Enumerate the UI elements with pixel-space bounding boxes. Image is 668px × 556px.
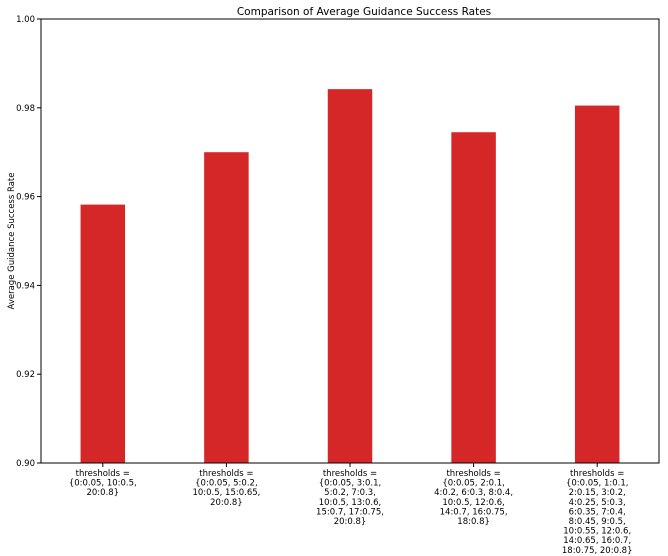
y-tick-label-2: 0.92	[16, 370, 35, 380]
bars-group	[80, 89, 620, 464]
bar-4	[451, 132, 496, 463]
x-tick-label-4: thresholds = {0:0.05, 2:0.1, 4:0.2, 6:0.3,…	[434, 469, 513, 527]
y-axis-label: Average Guidance Success Rate	[7, 173, 17, 310]
bar-5	[574, 105, 620, 463]
bar-3	[327, 89, 373, 463]
y-tick-label-3: 0.94	[16, 281, 35, 291]
y-tick-label-6: 1.00	[16, 15, 35, 25]
chart-title: Comparison of Average Guidance Success R…	[237, 6, 491, 18]
x-tick-label-3: thresholds = {0:0.05, 3:0.1, 5:0.2, 7:0.3,…	[316, 469, 384, 527]
bar-1	[80, 204, 126, 464]
y-axis: 0.90 0.92 0.94 0.96 0.98 1.00	[16, 15, 41, 469]
plot-frame	[40, 18, 660, 464]
y-tick-label-4: 0.96	[16, 193, 35, 203]
bar-2	[204, 152, 249, 463]
x-tick-label-1: thresholds = {0:0.05, 10:0.5, 20:0.8}	[69, 469, 137, 498]
x-tick-label-5: thresholds = {0:0.05, 1:0.1, 2:0.15, 3:0.2…	[562, 469, 633, 556]
x-tick-label-2: thresholds = {0:0.05, 5:0.2, 10:0.5, 15:0.…	[192, 469, 260, 508]
y-tick-label-5: 0.98	[16, 104, 35, 114]
x-axis: thresholds = {0:0.05, 10:0.5, 20:0.8} thres…	[69, 463, 633, 556]
y-tick-label-1: 0.90	[16, 459, 35, 469]
